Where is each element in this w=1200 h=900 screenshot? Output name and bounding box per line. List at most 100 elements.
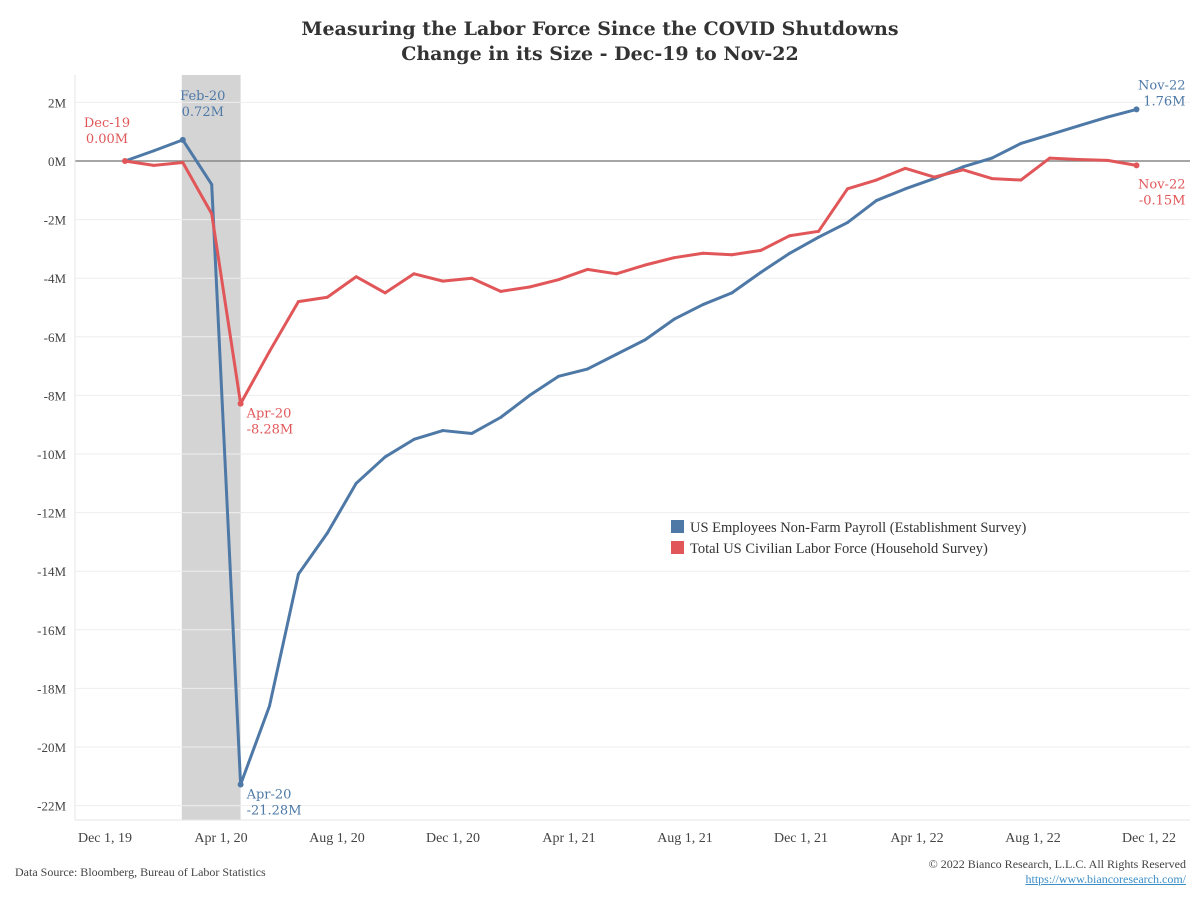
data-point <box>614 272 618 276</box>
data-point <box>759 248 763 252</box>
website-link[interactable]: https://www.biancoresearch.com/ <box>1025 872 1186 886</box>
x-tick-label: Aug 1, 20 <box>309 831 365 846</box>
data-point <box>730 291 734 295</box>
annotation-label: Nov-22 <box>1138 78 1185 93</box>
y-tick-label: -22M <box>37 799 66 814</box>
data-point <box>499 289 503 293</box>
data-point <box>1048 133 1052 137</box>
data-point <box>990 156 994 160</box>
series-line-labor-force <box>124 156 1137 406</box>
data-point <box>1106 115 1110 119</box>
data-point <box>846 187 849 191</box>
annotation-label: -8.28M <box>247 423 294 438</box>
data-point <box>932 175 936 179</box>
data-point <box>1077 124 1081 128</box>
x-tick-label: Apr 1, 20 <box>194 831 247 846</box>
data-point <box>470 276 474 280</box>
data-point <box>296 300 300 304</box>
data-point <box>585 367 589 371</box>
y-tick-label: -2M <box>44 213 67 228</box>
annotation-marker <box>1133 162 1140 169</box>
data-point <box>557 278 560 282</box>
y-tick-label: -14M <box>37 564 66 579</box>
legend-swatch <box>671 541 684 554</box>
y-tick-label: -6M <box>44 330 67 345</box>
annotation-label: Apr-20 <box>246 788 292 803</box>
data-point <box>268 349 271 353</box>
copyright: © 2022 Bianco Research, L.L.C. All Right… <box>928 857 1186 871</box>
data-point <box>528 285 532 289</box>
x-tick-label: Dec 1, 21 <box>774 831 828 846</box>
data-point <box>788 234 792 238</box>
data-point <box>470 431 474 435</box>
x-tick-label: Aug 1, 22 <box>1005 831 1061 846</box>
data-point <box>672 317 676 321</box>
x-tick-label: Aug 1, 21 <box>657 831 713 846</box>
data-point <box>874 178 878 182</box>
annotation-marker <box>237 400 244 407</box>
y-tick-label: -20M <box>37 740 66 755</box>
data-point <box>1077 158 1081 162</box>
y-tick-label: -16M <box>37 623 66 638</box>
y-tick-label: -8M <box>44 388 67 403</box>
data-point <box>788 251 792 255</box>
data-point <box>325 531 329 535</box>
data-point <box>672 256 676 260</box>
data-point <box>354 275 358 279</box>
annotation-label: -0.15M <box>1139 193 1186 208</box>
data-point <box>210 182 214 186</box>
data-point <box>585 267 589 271</box>
y-tick-label: 2M <box>48 95 67 110</box>
annotation-label: -21.28M <box>247 804 302 819</box>
data-point <box>643 263 647 267</box>
annotation-label: Apr-20 <box>246 407 292 422</box>
data-point <box>961 165 965 169</box>
annotation-label: Nov-22 <box>1138 177 1185 192</box>
chart-title: Measuring the Labor Force Since the COVI… <box>301 18 899 40</box>
data-point <box>499 415 503 419</box>
data-point <box>557 374 560 378</box>
chart-subtitle: Change in its Size - Dec-19 to Nov-22 <box>401 43 799 65</box>
annotation-label: 0.72M <box>182 105 224 120</box>
x-tick-label: Apr 1, 21 <box>542 831 595 846</box>
data-point <box>210 212 214 216</box>
legend-swatch <box>671 520 684 533</box>
data-point <box>730 253 734 257</box>
annotation-marker <box>179 136 186 143</box>
y-tick-label: -10M <box>37 447 66 462</box>
data-point <box>1019 178 1023 182</box>
data-source: Data Source: Bloomberg, Bureau of Labor … <box>15 865 266 879</box>
data-point <box>412 437 416 441</box>
x-tick-label: Dec 1, 22 <box>1122 831 1176 846</box>
annotation-label: 1.76M <box>1143 94 1185 109</box>
annotation-marker <box>237 781 244 788</box>
data-point <box>614 352 618 356</box>
data-point <box>441 279 445 283</box>
annotation-label: Dec-19 <box>84 116 130 131</box>
annotation-label: 0.00M <box>86 132 128 147</box>
data-point <box>296 572 300 576</box>
data-point <box>383 291 387 295</box>
data-point <box>441 429 445 433</box>
data-point <box>383 455 387 459</box>
y-tick-label: -18M <box>37 681 66 696</box>
data-point <box>903 187 907 191</box>
data-point <box>990 177 994 181</box>
data-point <box>528 393 532 397</box>
y-tick-label: 0M <box>48 154 67 169</box>
x-tick-label: Dec 1, 20 <box>426 831 480 846</box>
data-point <box>325 295 329 299</box>
data-point <box>152 149 156 153</box>
y-tick-label: -4M <box>44 271 67 286</box>
legend-label: Total US Civilian Labor Force (Household… <box>690 541 988 557</box>
annotation-marker <box>1133 106 1140 113</box>
x-tick-label: Dec 1, 19 <box>78 831 132 846</box>
data-point <box>701 303 705 307</box>
data-point <box>759 270 763 274</box>
annotation-label: Feb-20 <box>180 89 225 104</box>
legend-label: US Employees Non-Farm Payroll (Establish… <box>690 520 1026 536</box>
data-point <box>961 168 965 172</box>
data-point <box>1106 158 1110 162</box>
data-point <box>181 160 185 164</box>
